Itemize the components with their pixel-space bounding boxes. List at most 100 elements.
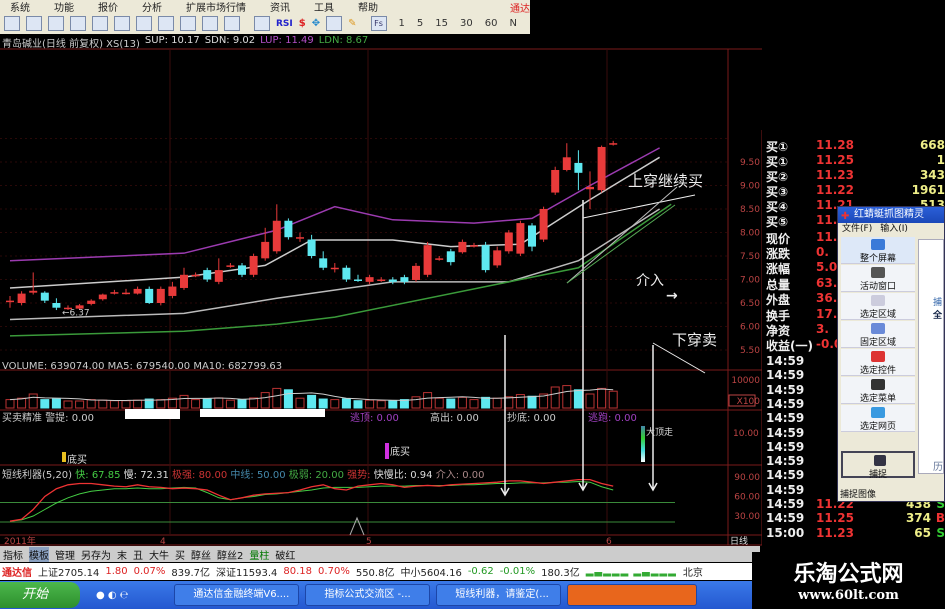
candle-body: [272, 220, 281, 252]
stock-name: 青岛碱业(日线 前复权) XS(13): [2, 39, 140, 50]
menu-help[interactable]: 帮助: [358, 3, 378, 14]
candle-icon[interactable]: [70, 16, 86, 31]
kline-icon[interactable]: [4, 16, 20, 31]
sz-index[interactable]: 深证11593.4: [216, 568, 278, 579]
formula-icon[interactable]: [180, 16, 196, 31]
popup-status: 捕捉图像: [840, 490, 877, 500]
tab-item[interactable]: 管理: [55, 550, 75, 562]
volume-bar: [539, 393, 549, 409]
chart-canvas[interactable]: 9.50 9.00 8.50 8.00 7.50 7.00 6.50 6.00 5.50 ←6.3…: [0, 0, 762, 546]
tab-item[interactable]: 模板: [29, 546, 49, 562]
wave-icon[interactable]: [254, 16, 270, 31]
period-n[interactable]: N: [509, 18, 517, 29]
tab-item[interactable]: 指标: [3, 550, 23, 562]
volume-label: VOLUME: 639074.00 MA5: 679540.00 MA10: 6…: [2, 361, 283, 372]
capture-mode-button[interactable]: 选定控件: [841, 349, 915, 376]
period-15[interactable]: 15: [435, 18, 448, 29]
candle-body: [388, 279, 397, 282]
candle-body: [551, 169, 560, 193]
rsi-button[interactable]: RSI: [276, 18, 293, 29]
osc-fast: 快: 67.85: [75, 470, 121, 481]
popup-title-bar[interactable]: ✚ 红蜻蜓抓图精灵: [838, 207, 944, 223]
quicklaunch-icon[interactable]: ● ◐ ℮: [96, 589, 129, 601]
popup-menu-file[interactable]: 文件(F): [842, 224, 873, 234]
ldn-value: LDN: 8.67: [318, 35, 369, 46]
volume-bar: [573, 389, 583, 409]
line-chart-icon[interactable]: [48, 16, 64, 31]
tab-item[interactable]: 醇丝2: [217, 550, 244, 562]
window-icon[interactable]: [92, 16, 108, 31]
capture-tool-window[interactable]: ✚ 红蜻蜓抓图精灵 文件(F) 输入(I) 整个屏幕 活动窗口 选定区域 固定区域 选定控件…: [837, 206, 945, 502]
search-icon[interactable]: [224, 16, 240, 31]
quote-label: 买④: [766, 200, 789, 214]
capture-mode-button[interactable]: 活动窗口: [841, 265, 915, 292]
osc-slow-line: [9, 481, 614, 522]
quote-label: 买②: [766, 170, 789, 184]
tick-row: 14:59: [766, 454, 945, 469]
indicator2-a: 逃顶: 0.00: [350, 413, 399, 424]
volume-bar: [98, 399, 108, 409]
tab-item[interactable]: 丑: [133, 550, 143, 562]
tick-time: 14:59: [766, 439, 805, 454]
period-60[interactable]: 60: [484, 18, 498, 29]
quote-row: 买③ 11.22 1961: [766, 183, 945, 199]
quote-label: 净资: [766, 324, 791, 338]
tab-item[interactable]: 买: [175, 550, 185, 562]
capture-mode-button[interactable]: 固定区域: [841, 321, 915, 348]
move-icon[interactable]: ✥: [311, 18, 321, 29]
dollar-icon[interactable]: $: [298, 18, 306, 29]
status-app: 通达信: [2, 568, 32, 579]
volume-bar: [492, 397, 502, 409]
menu-analysis[interactable]: 分析: [142, 3, 162, 14]
tab-item[interactable]: 大牛: [149, 550, 169, 562]
task-forum[interactable]: 指标公式交流区 -...: [305, 584, 431, 606]
task-indicator[interactable]: 短线利器，请鉴定(...: [436, 584, 562, 606]
menu-news[interactable]: 资讯: [270, 3, 290, 14]
info-icon[interactable]: [158, 16, 174, 31]
sh-index[interactable]: 上证2705.14: [38, 568, 100, 579]
candle-body: [203, 270, 212, 280]
menu-quote[interactable]: 报价: [98, 3, 118, 14]
menu-function[interactable]: 功能: [54, 3, 74, 14]
tab-item[interactable]: 量柱: [249, 550, 270, 562]
start-button[interactable]: 开始: [0, 582, 80, 608]
period-30[interactable]: 30: [460, 18, 473, 29]
fs-button[interactable]: Fs: [370, 16, 387, 31]
task-tdx[interactable]: 通达信金融终端V6....: [174, 584, 300, 606]
tab-item[interactable]: 醇丝: [191, 550, 211, 562]
low-marker: ←6.37: [62, 308, 90, 318]
table-icon[interactable]: [26, 16, 42, 31]
capture-button[interactable]: 捕捉: [841, 451, 915, 480]
tab-item[interactable]: 破红: [275, 550, 296, 562]
candle-body: [40, 292, 49, 301]
capture-mode-button[interactable]: 整个屏幕: [841, 237, 915, 264]
tick-time: 14:59: [766, 396, 805, 411]
fx-icon[interactable]: [202, 16, 218, 31]
capture-mode-button[interactable]: 选定区域: [841, 293, 915, 320]
pen-icon[interactable]: ✎: [348, 18, 357, 29]
capture-mode-button[interactable]: 选定网页: [841, 405, 915, 432]
period-1[interactable]: 1: [398, 18, 405, 29]
period-5[interactable]: 5: [416, 18, 424, 29]
task-orange[interactable]: [567, 584, 698, 606]
tab-item[interactable]: 末: [117, 550, 127, 562]
menu-tools[interactable]: 工具: [314, 3, 334, 14]
popup-menu-input[interactable]: 输入(I): [880, 224, 908, 234]
f10-icon[interactable]: [114, 16, 130, 31]
export-icon[interactable]: [326, 16, 343, 31]
candle-body: [29, 290, 38, 293]
indicator2-b: 高出: 0.00: [430, 413, 479, 424]
capture-mode-button[interactable]: 选定菜单: [841, 377, 915, 404]
tab-item[interactable]: 另存为: [81, 550, 111, 562]
sh-amount: 839.7亿: [171, 568, 211, 579]
note-icon[interactable]: [136, 16, 152, 31]
candle-body: [342, 267, 351, 280]
quote-label: 现价: [766, 232, 791, 246]
zx-index[interactable]: 中小5604.16: [400, 568, 462, 579]
indicator-tabs: 指标 模板 管理 另存为末丑大牛买醇丝 醇丝2 量柱 破红: [0, 546, 760, 562]
volume-bar: [562, 385, 572, 409]
date-axis-label: 6: [606, 537, 612, 546]
quote-volume: 343: [919, 168, 945, 182]
menu-system[interactable]: 系统: [10, 3, 30, 14]
menu-extended-market[interactable]: 扩展市场行情: [186, 3, 246, 14]
